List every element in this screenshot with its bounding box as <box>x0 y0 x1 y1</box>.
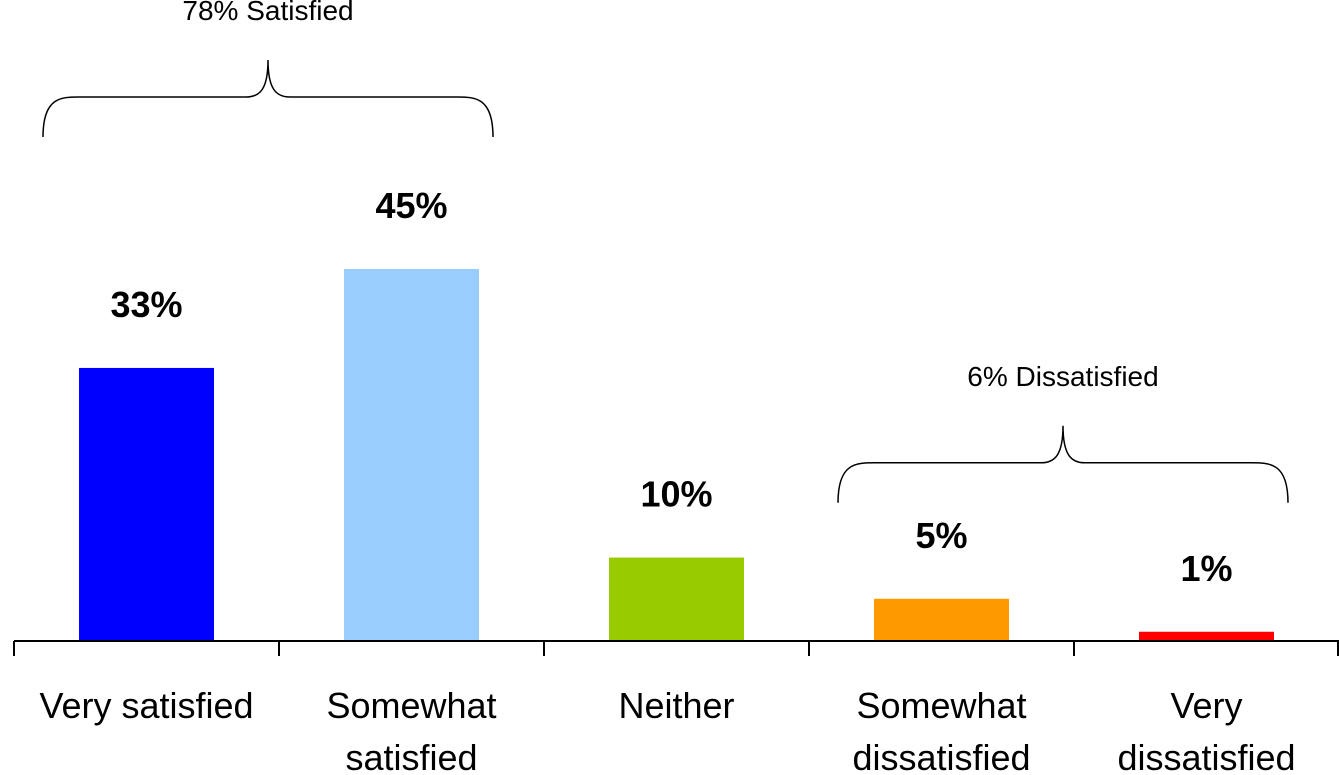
bracket-label: 78% Satisfied <box>182 0 353 26</box>
value-label: 5% <box>915 515 967 556</box>
category-label: Very <box>1170 685 1242 726</box>
value-label: 33% <box>110 284 182 325</box>
bar <box>1139 631 1274 640</box>
category-label: Somewhat <box>856 685 1026 726</box>
value-label: 10% <box>640 474 712 515</box>
bar <box>79 367 214 640</box>
bars-layer <box>79 269 1274 640</box>
category-label: Neither <box>618 685 734 726</box>
bar <box>609 557 744 640</box>
bracket <box>837 425 1289 503</box>
category-label: satisfied <box>345 737 477 775</box>
value-label: 45% <box>375 185 447 226</box>
category-label: dissatisfied <box>852 737 1030 775</box>
bar <box>344 269 479 640</box>
category-label: Very satisfied <box>39 685 253 726</box>
bracket-label: 6% Dissatisfied <box>967 361 1158 392</box>
bar <box>874 598 1009 640</box>
labels-layer: 33% 45% 10% 5% 1% Very satisfied Somewhat satis… <box>39 185 1295 775</box>
category-label: dissatisfied <box>1117 737 1295 775</box>
bracket <box>42 59 494 138</box>
category-label: Somewhat <box>326 685 496 726</box>
brackets-layer: 78% Satisfied 6% Dissatisfied <box>42 0 1289 503</box>
x-axis <box>13 640 1339 656</box>
value-label: 1% <box>1180 548 1232 589</box>
